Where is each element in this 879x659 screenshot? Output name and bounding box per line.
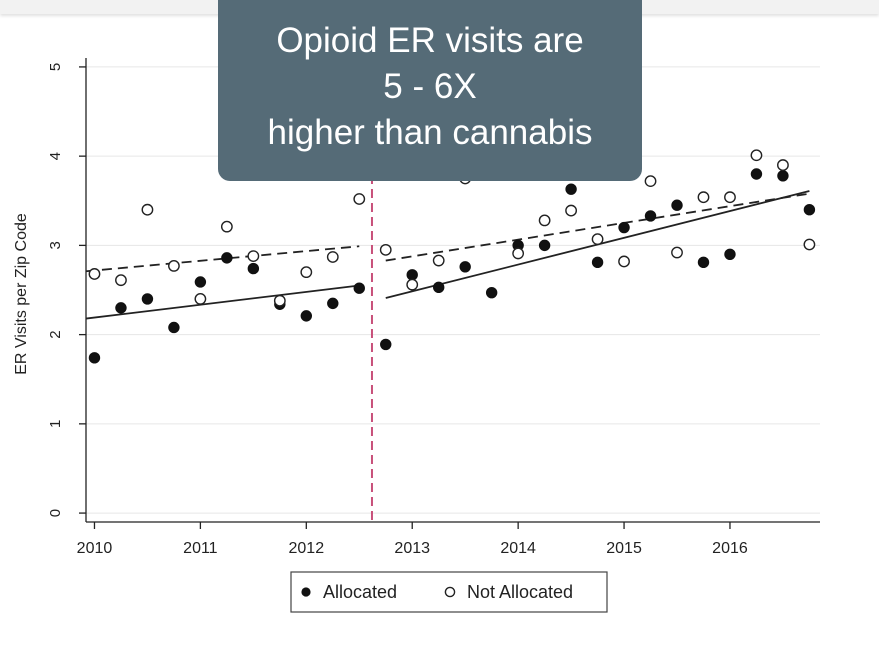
point-not-allocated [88, 268, 101, 280]
point-not-allocated [247, 250, 260, 262]
legend: Allocated Not Allocated [290, 571, 608, 613]
point-not-allocated [300, 266, 313, 279]
point-not-allocated [565, 204, 577, 217]
point-not-allocated [671, 246, 683, 259]
axes: 0 1 2 3 4 5 2010 2011 2012 2013 2014 2015 2016 [47, 58, 820, 557]
point-not-allocated [432, 254, 445, 267]
point-allocated [697, 256, 710, 269]
trend-line-not-allocated [385, 192, 810, 262]
point-not-allocated [803, 238, 816, 251]
x-tick-label: 2011 [183, 540, 218, 557]
point-allocated [327, 297, 339, 310]
point-not-allocated [750, 149, 763, 162]
point-allocated [538, 239, 551, 252]
point-allocated [433, 281, 445, 294]
trend-line-allocated [85, 284, 360, 320]
y-tick-label: 5 [47, 63, 64, 71]
point-allocated [644, 210, 657, 222]
y-tick-label: 3 [47, 241, 64, 249]
point-not-allocated [273, 294, 286, 307]
point-not-allocated [512, 247, 525, 260]
point-allocated [406, 269, 418, 281]
point-not-allocated [379, 243, 392, 256]
point-not-allocated [697, 191, 710, 204]
x-tick-label: 2010 [77, 540, 113, 557]
callout-line-3: higher than cannabis [267, 113, 593, 152]
legend-marker-allocated [301, 587, 311, 597]
point-allocated [168, 321, 180, 334]
callout-box: Opioid ER visits are 5 - 6X higher than … [218, 0, 642, 181]
legend-label-allocated: Allocated [323, 582, 397, 602]
point-not-allocated [644, 175, 657, 188]
data-points [88, 149, 816, 364]
x-tick-label: 2016 [712, 540, 748, 557]
y-axis-label: ER Visits per Zip Code [13, 213, 30, 375]
legend-label-not-allocated: Not Allocated [467, 582, 573, 602]
point-allocated [221, 252, 233, 264]
point-allocated [803, 203, 816, 216]
point-not-allocated [618, 255, 630, 268]
y-tick-label: 1 [47, 420, 64, 428]
point-allocated [459, 261, 471, 273]
x-tick-label: 2014 [500, 540, 536, 557]
point-allocated [353, 282, 365, 294]
point-allocated [194, 276, 207, 288]
point-allocated [618, 221, 630, 234]
point-not-allocated [724, 191, 736, 204]
y-tick-label: 0 [47, 509, 64, 517]
point-allocated [591, 256, 604, 269]
x-tick-label: 2015 [606, 540, 642, 557]
point-not-allocated [220, 220, 233, 233]
y-tick-label: 4 [47, 152, 64, 160]
point-allocated [750, 168, 763, 180]
x-tick-label: 2013 [394, 540, 430, 557]
legend-box [290, 571, 608, 613]
point-allocated [141, 293, 154, 305]
point-allocated [300, 310, 313, 322]
point-allocated [724, 248, 736, 261]
point-allocated [485, 286, 498, 299]
point-not-allocated [168, 260, 180, 272]
point-allocated [88, 352, 101, 364]
point-not-allocated [353, 193, 366, 205]
point-allocated [565, 183, 577, 195]
point-not-allocated [141, 203, 154, 216]
y-tick-label: 2 [47, 330, 64, 338]
point-allocated [115, 302, 127, 314]
point-allocated [247, 262, 260, 275]
point-not-allocated [538, 214, 551, 227]
point-not-allocated [777, 159, 789, 171]
point-allocated [777, 170, 789, 182]
point-not-allocated [326, 251, 339, 263]
point-not-allocated [115, 274, 127, 287]
callout-line-1: Opioid ER visits are [276, 21, 584, 60]
point-not-allocated [406, 278, 419, 291]
point-not-allocated [194, 293, 207, 305]
point-allocated [671, 199, 683, 211]
x-tick-label: 2012 [289, 540, 325, 557]
point-not-allocated [591, 233, 604, 246]
legend-marker-not-allocated [444, 586, 456, 598]
point-allocated [380, 338, 392, 351]
callout-line-2: 5 - 6X [383, 67, 477, 106]
